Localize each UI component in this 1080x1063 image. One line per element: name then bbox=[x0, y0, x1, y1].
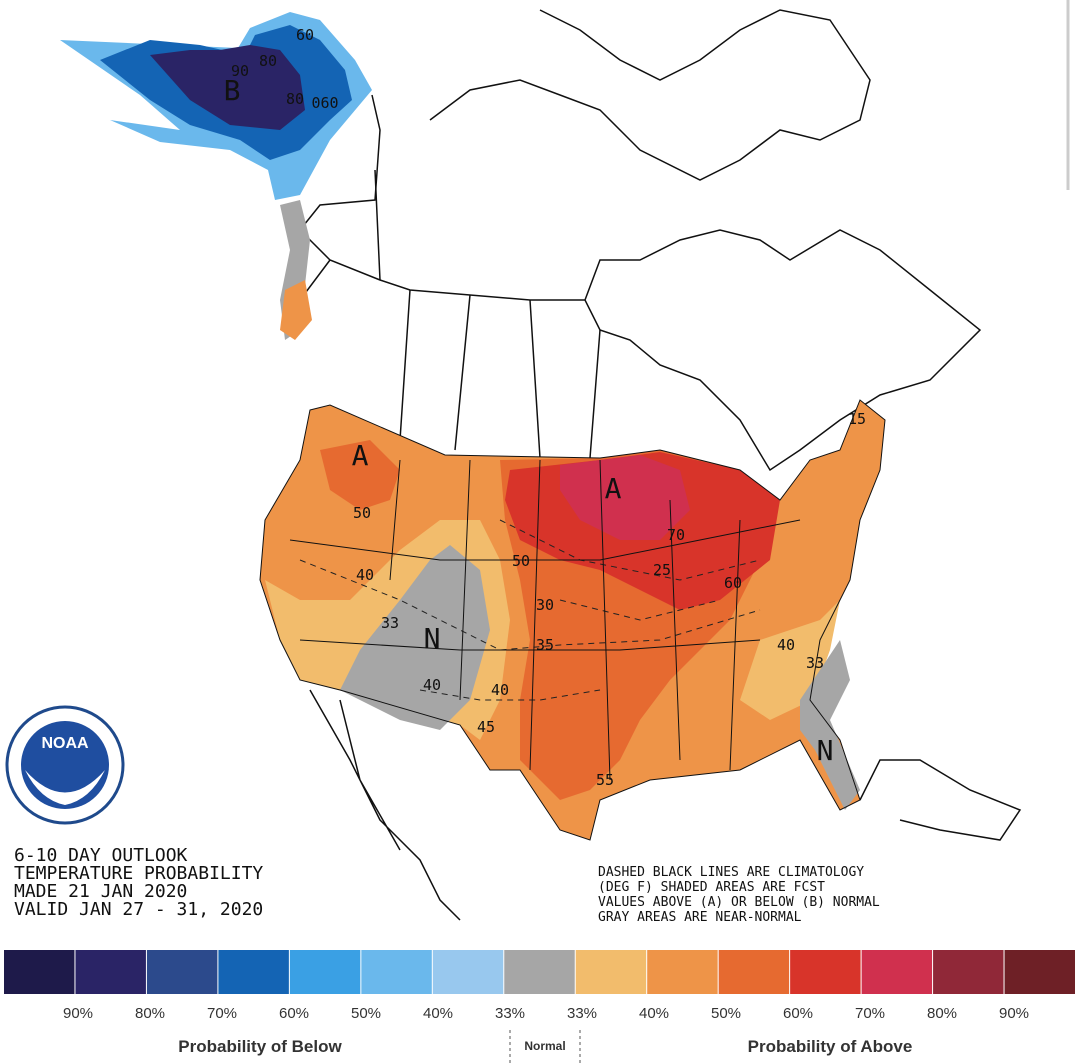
map-label: 80 bbox=[259, 52, 277, 70]
noaa-logo: NOAA bbox=[5, 705, 125, 825]
legend-swatch bbox=[861, 950, 933, 994]
legend-swatch bbox=[4, 950, 75, 994]
map-label: 50 bbox=[353, 504, 371, 522]
legend-swatch bbox=[75, 950, 146, 994]
conus-shading bbox=[260, 400, 885, 840]
below-label: Probability of Below bbox=[178, 1037, 342, 1056]
legend-swatch bbox=[432, 950, 504, 994]
map-label: B bbox=[224, 74, 241, 107]
legend-swatch bbox=[933, 950, 1004, 994]
map-label: 35 bbox=[536, 636, 554, 654]
legend-swatch bbox=[146, 950, 218, 994]
note-line: DASHED BLACK LINES ARE CLIMATOLOGY bbox=[598, 865, 864, 880]
map-label: N bbox=[817, 734, 834, 767]
legend-swatch bbox=[647, 950, 718, 994]
legend-tick-label: 80% bbox=[927, 1005, 957, 1022]
map-label: 40 bbox=[777, 636, 795, 654]
alaska-shading bbox=[60, 12, 372, 340]
map-label: 70 bbox=[667, 526, 685, 544]
map-label: 50 bbox=[512, 552, 530, 570]
above-label: Probability of Above bbox=[748, 1037, 913, 1056]
legend-swatch bbox=[790, 950, 861, 994]
legend-tick-label: 33% bbox=[495, 1005, 525, 1022]
legend-tick-label: 40% bbox=[423, 1005, 453, 1022]
legend-tick-label: 33% bbox=[567, 1005, 597, 1022]
notes-block: DASHED BLACK LINES ARE CLIMATOLOGY(DEG F… bbox=[598, 865, 880, 925]
legend-swatch bbox=[1004, 950, 1075, 994]
map-label: 33 bbox=[806, 654, 824, 672]
legend-tick-label: 40% bbox=[639, 1005, 669, 1022]
title-line: VALID JAN 27 - 31, 2020 bbox=[14, 899, 263, 920]
logo-text: NOAA bbox=[41, 735, 89, 752]
legend-tick-label: 50% bbox=[351, 1005, 381, 1022]
normal-label: Normal bbox=[524, 1039, 565, 1053]
map-label: 40 bbox=[356, 566, 374, 584]
legend-swatch bbox=[718, 950, 790, 994]
legend-tick-label: 70% bbox=[207, 1005, 237, 1022]
map-label: 25 bbox=[653, 561, 671, 579]
map-label: N bbox=[424, 622, 441, 655]
note-line: (DEG F) SHADED AREAS ARE FCST bbox=[598, 880, 825, 895]
map-label: 45 bbox=[477, 718, 495, 736]
legend: 90% 80% 70% 60% 50% 40% 33% 33% 40% 50% 60% 70% 80% 9… bbox=[4, 950, 1075, 1022]
legend-tick-label: 80% bbox=[135, 1005, 165, 1022]
legend-swatch bbox=[289, 950, 361, 994]
title-line: 6-10 DAY OUTLOOK bbox=[14, 845, 188, 866]
map-labels: B 60 80 90 80 060 A 50 40 33 N 40 40 45 50 30 35 A 70 25 60 4… bbox=[224, 26, 866, 789]
map-label: 15 bbox=[848, 410, 866, 428]
state-lines bbox=[259, 399, 886, 841]
map-label: 80 bbox=[286, 90, 304, 108]
map-label: 40 bbox=[423, 676, 441, 694]
legend-tick-label: 60% bbox=[783, 1005, 813, 1022]
map-label: A bbox=[605, 472, 622, 505]
note-line: GRAY AREAS ARE NEAR-NORMAL bbox=[598, 910, 802, 925]
title-line: TEMPERATURE PROBABILITY bbox=[14, 863, 263, 884]
legend-swatch bbox=[575, 950, 647, 994]
legend-tick-label: 70% bbox=[855, 1005, 885, 1022]
map-label: A bbox=[352, 439, 369, 472]
legend-tick-label: 90% bbox=[63, 1005, 93, 1022]
legend-tick-label: 90% bbox=[999, 1005, 1029, 1022]
map-label: 40 bbox=[491, 681, 509, 699]
map-label: 30 bbox=[536, 596, 554, 614]
legend-tick-label: 60% bbox=[279, 1005, 309, 1022]
map-label: 60 bbox=[724, 574, 742, 592]
map-label: 55 bbox=[596, 771, 614, 789]
canada-outline bbox=[289, 9, 1022, 921]
legend-swatch bbox=[504, 950, 575, 994]
legend-swatch bbox=[218, 950, 289, 994]
climatology-lines bbox=[299, 519, 761, 701]
map-label: 60 bbox=[296, 26, 314, 44]
note-line: VALUES ABOVE (A) OR BELOW (B) NORMAL bbox=[598, 895, 880, 910]
legend-swatch bbox=[361, 950, 432, 994]
legend-tick-label: 50% bbox=[711, 1005, 741, 1022]
map-label: 060 bbox=[311, 94, 338, 112]
map-label: 33 bbox=[381, 614, 399, 632]
title-line: MADE 21 JAN 2020 bbox=[14, 881, 187, 902]
map-label: 90 bbox=[231, 62, 249, 80]
